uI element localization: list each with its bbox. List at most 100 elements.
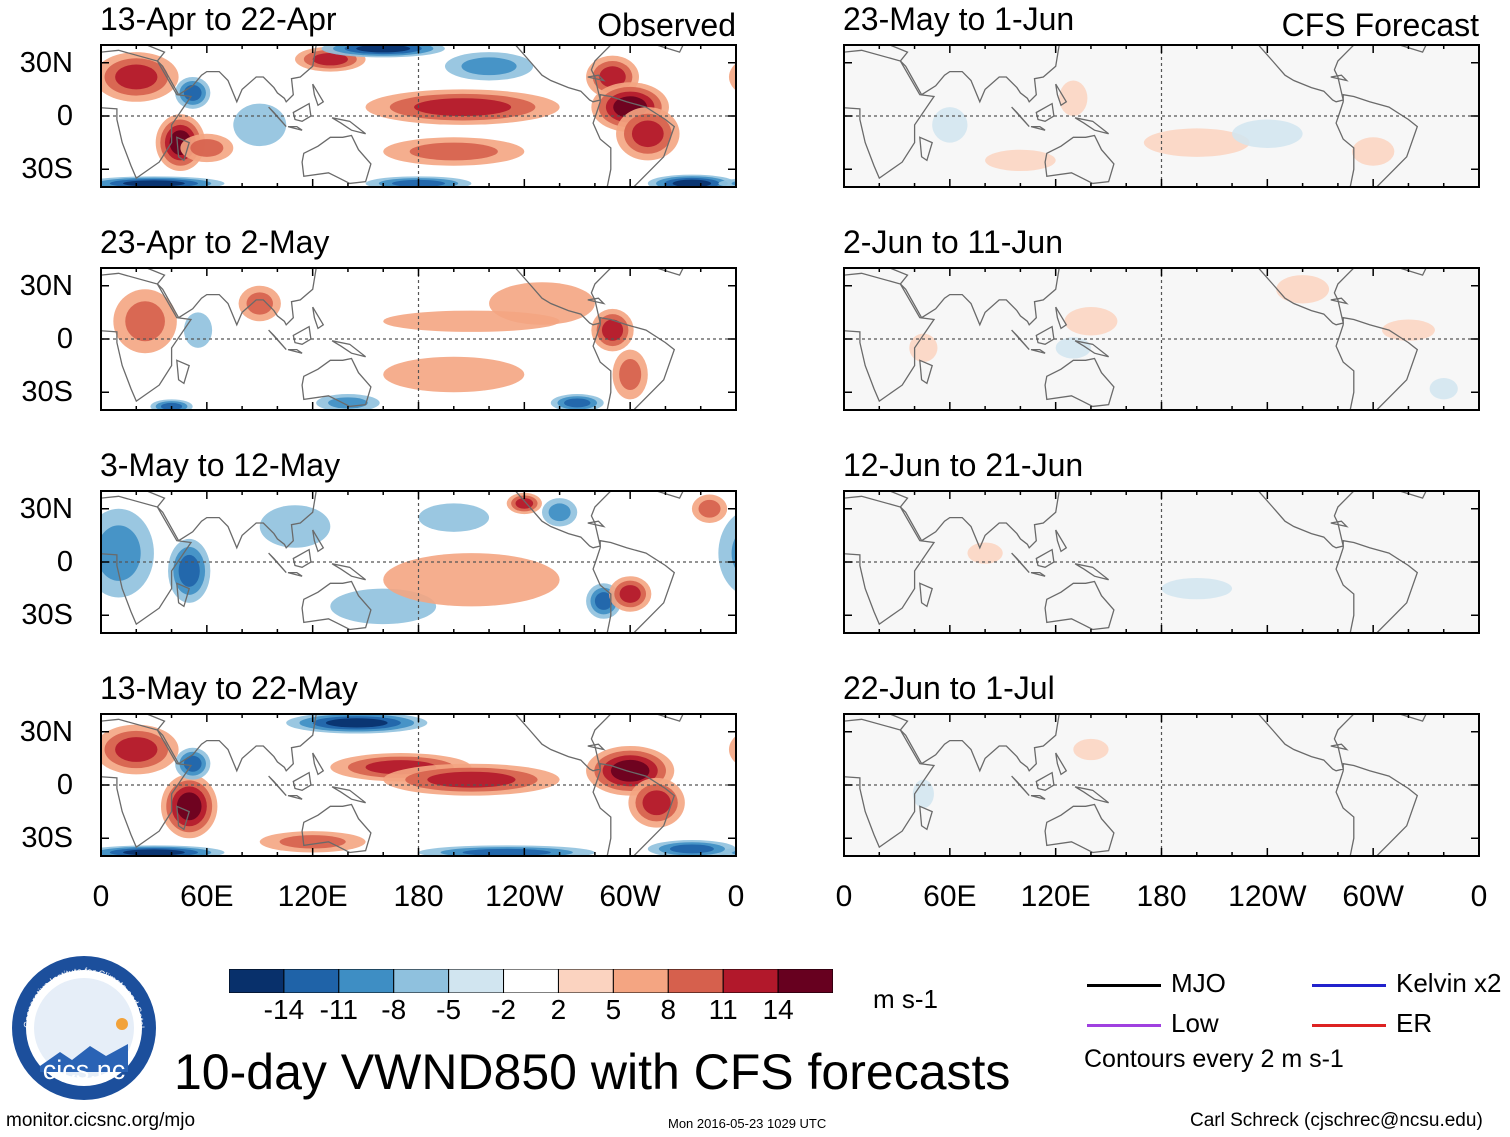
coastlines [844, 45, 1427, 187]
anomaly-negative-15 [101, 176, 736, 187]
anomaly-positive-4 [180, 133, 234, 163]
anomaly-negative-4 [286, 714, 428, 734]
panel-title-observed-4: 13-May to 22-May [100, 670, 358, 706]
x-tick-label-forecast-4: 180 [1136, 880, 1187, 913]
anomaly-negative-6 [541, 498, 578, 527]
anomaly-positive-8 [628, 777, 685, 828]
legend-line-kelvin-x2 [1312, 984, 1386, 987]
anomaly-positive-2 [1064, 307, 1118, 336]
y-tick-label-3-3: 30S [21, 599, 73, 632]
anomaly-positive-3 [1143, 128, 1250, 157]
map-panel-observed-2 [100, 267, 737, 411]
colorbar-tick-4: -5 [436, 994, 462, 1025]
x-tick-label-observed-6: 60W [599, 880, 661, 913]
anomaly-negative-11 [418, 845, 595, 856]
colorbar-swatch-9 [667, 969, 724, 993]
colorbar-swatch-1 [229, 969, 285, 993]
map-panel-forecast-2 [843, 267, 1480, 411]
map-panel-forecast-1 [843, 44, 1480, 188]
legend-line-er [1312, 1024, 1386, 1027]
colorbar-swatch-8 [612, 969, 669, 993]
anomaly-negative-14 [647, 174, 736, 187]
anomaly-negative-9 [550, 394, 604, 410]
svg-text:cics.nc: cics.nc [43, 1055, 126, 1085]
coastlines [844, 268, 1427, 410]
panel-title-forecast-3: 12-Jun to 21-Jun [843, 447, 1084, 483]
y-tick-label-2-3: 30S [21, 376, 73, 409]
colorbar-tick-2: -11 [319, 994, 359, 1025]
anomaly-positive-1 [101, 724, 736, 775]
contour-note: Contours every 2 m s-1 [1084, 1045, 1344, 1073]
anomaly-negative-10 [444, 52, 534, 81]
map-panel-observed-1 [100, 44, 737, 188]
footer-timestamp: Mon 2016-05-23 1029 UTC [668, 1116, 827, 1131]
y-tick-label-3-1: 30N [19, 492, 73, 525]
legend-label-3: Low [1171, 1008, 1219, 1038]
anomaly-negative-2 [168, 538, 211, 603]
anomaly-positive-13 [616, 107, 680, 161]
anomaly-positive-6 [612, 349, 648, 400]
anomaly-negative-3 [259, 505, 331, 548]
colorbar-tick-3: -8 [381, 994, 407, 1025]
colorbar-swatch-11 [777, 969, 833, 993]
x-tick-label-forecast-1: 0 [835, 880, 853, 913]
panel-title-observed-2: 23-Apr to 2-May [100, 224, 330, 260]
coastlines [101, 45, 684, 187]
map-panel-observed-4 [100, 713, 737, 857]
anomaly-positive-6 [383, 763, 560, 796]
anomaly-negative-3 [175, 747, 211, 780]
y-tick-label-4-2: 0 [56, 769, 73, 801]
anomaly-negative-11 [418, 503, 490, 532]
x-tick-label-forecast-3: 120E [1020, 880, 1091, 913]
footer-author: Carl Schreck (cjschrec@ncsu.edu) [1190, 1110, 1483, 1131]
colorbar-tick-1: -14 [263, 994, 305, 1025]
anomaly-positive-5 [506, 492, 542, 515]
anomaly-positive-3 [1276, 275, 1330, 304]
x-tick-label-observed-4: 180 [393, 880, 444, 913]
anomaly-positive-4 [1381, 319, 1435, 341]
cicsnc-logo: Cooperative Institute for Climate and Sa… [10, 954, 156, 1100]
colorbar [229, 969, 833, 993]
anomaly-negative-2 [183, 312, 213, 348]
x-tick-label-observed-5: 120W [485, 880, 564, 913]
colorbar-swatch-3 [338, 969, 395, 993]
y-tick-label-4-3: 30S [21, 822, 73, 855]
y-tick-label-2-1: 30N [19, 269, 73, 302]
anomaly-negative-2 [932, 107, 968, 143]
x-tick-label-forecast-5: 120W [1228, 880, 1307, 913]
map-panel-observed-3 [100, 490, 737, 634]
anomaly-negative-12 [647, 840, 736, 856]
y-tick-label-1-1: 30N [19, 46, 73, 79]
panel-title-observed-3: 3-May to 12-May [100, 447, 341, 483]
anomaly-positive-8 [609, 576, 652, 612]
anomaly-positive-1 [1059, 80, 1088, 116]
colorbar-swatch-5 [448, 969, 505, 993]
x-tick-label-observed-1: 0 [92, 880, 110, 913]
legend-label-4: ER [1396, 1008, 1433, 1038]
colorbar-tick-9: 11 [708, 994, 738, 1025]
y-tick-label-1-2: 0 [56, 100, 73, 132]
legend-line-low [1087, 1024, 1161, 1027]
anomaly-positive-2 [160, 774, 218, 839]
anomaly-negative-7 [321, 45, 445, 58]
anomaly-negative-1 [912, 779, 934, 809]
x-tick-label-observed-2: 60E [180, 880, 234, 913]
anomaly-positive-8 [365, 89, 560, 125]
legend-label-1: MJO [1171, 968, 1226, 998]
map-panel-forecast-3 [843, 490, 1480, 634]
figure-title: 10-day VWND850 with CFS forecasts [174, 1044, 1011, 1100]
colorbar-tick-10: 14 [762, 994, 794, 1025]
column-label-observed: Observed [597, 7, 736, 43]
x-tick-label-forecast-2: 60E [923, 880, 977, 913]
coastlines [101, 714, 684, 856]
legend-line-mjo [1087, 984, 1161, 987]
panel-title-forecast-1: 23-May to 1-Jun [843, 1, 1075, 37]
x-tick-label-forecast-6: 60W [1342, 880, 1404, 913]
x-tick-label-observed-3: 120E [277, 880, 348, 913]
colorbar-swatch-6 [503, 969, 559, 993]
colorbar-tick-8: 8 [660, 994, 677, 1025]
anomaly-negative-5 [233, 103, 287, 147]
anomaly-negative-6 [1429, 378, 1458, 400]
panel-title-forecast-4: 22-Jun to 1-Jul [843, 670, 1055, 706]
